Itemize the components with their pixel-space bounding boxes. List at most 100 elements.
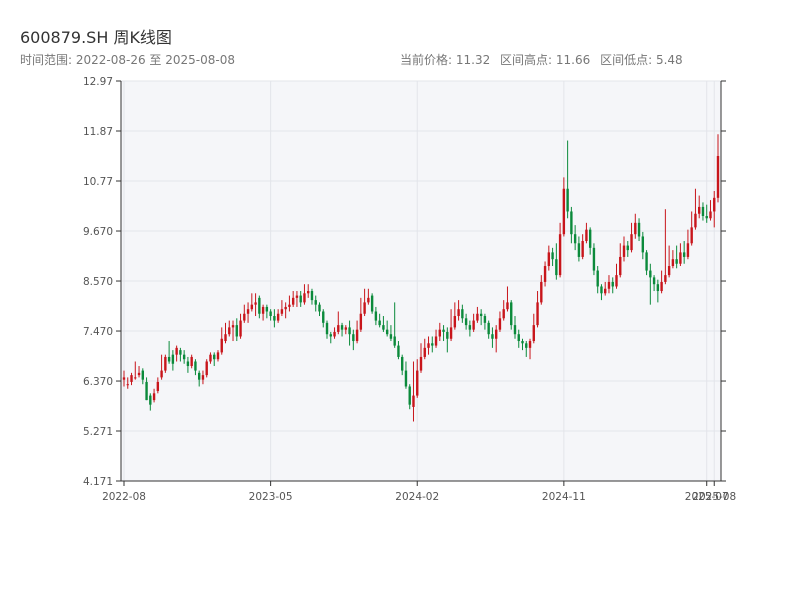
candle-body <box>337 325 340 332</box>
candle-body <box>213 354 216 360</box>
range-high: 区间高点: 11.66 <box>500 53 591 67</box>
candle-body <box>547 252 551 267</box>
candle-body <box>532 325 535 342</box>
candle-body <box>186 361 190 367</box>
candle-body <box>573 234 577 244</box>
candle-body <box>145 381 148 401</box>
candle-body <box>231 325 235 328</box>
candle-body <box>664 275 667 282</box>
candle-body <box>318 304 321 312</box>
candle-body <box>295 295 299 298</box>
candle-body <box>607 281 611 289</box>
candle-body <box>250 304 254 310</box>
candle-body <box>265 306 269 312</box>
candle-body <box>307 291 310 294</box>
candle-body <box>701 206 705 217</box>
candle-body <box>682 252 686 257</box>
candle-body <box>348 327 351 335</box>
candle-body <box>164 356 167 371</box>
candle-body <box>506 302 509 310</box>
candle-body <box>577 243 581 257</box>
candle-body <box>228 327 231 335</box>
y-tick-label: 5.271 <box>83 426 113 438</box>
candle-body <box>352 334 355 342</box>
candle-body <box>592 247 596 271</box>
candle-body <box>570 211 573 235</box>
candle-body <box>622 245 626 257</box>
candle-body <box>273 316 276 321</box>
candle-body <box>626 245 629 251</box>
candle-body <box>367 297 370 303</box>
candle-body <box>194 361 197 371</box>
x-tick-label: 2024-11 <box>542 491 586 503</box>
candle-body <box>498 318 502 330</box>
candle-body <box>363 302 366 314</box>
candle-body <box>476 313 479 321</box>
candle-body <box>382 325 385 330</box>
candle-body <box>224 334 227 342</box>
candle-body <box>149 395 152 405</box>
candle-body <box>513 325 517 335</box>
candle-body <box>126 384 129 386</box>
candle-body <box>404 370 408 387</box>
candle-body <box>359 313 363 330</box>
y-tick-label: 6.370 <box>83 376 113 388</box>
y-tick-label: 12.97 <box>83 76 113 88</box>
candle-body <box>160 370 163 378</box>
candle-body <box>645 252 648 271</box>
candle-body <box>209 354 212 362</box>
candle-body <box>190 356 193 367</box>
candle-body <box>389 334 393 339</box>
candle-body <box>694 213 697 228</box>
candle-body <box>167 356 171 362</box>
candle-body <box>483 316 487 323</box>
candle-body <box>528 341 532 348</box>
candle-body <box>615 275 618 287</box>
candle-body <box>182 354 186 360</box>
candle-body <box>408 386 411 405</box>
candle-body <box>141 370 144 380</box>
y-tick-label: 7.470 <box>83 326 113 338</box>
x-tick-label: 2024-02 <box>395 491 439 503</box>
candle-body <box>634 222 637 235</box>
candle-body <box>468 325 472 330</box>
candle-body <box>698 206 701 214</box>
candle-body <box>156 381 160 392</box>
candle-body <box>540 281 543 303</box>
y-tick-label: 11.87 <box>83 126 113 138</box>
candle-body <box>630 234 633 251</box>
candle-body <box>431 343 434 346</box>
candle-body <box>269 311 272 317</box>
candle-body <box>284 306 287 310</box>
candle-body <box>600 286 603 294</box>
candle-body <box>491 334 494 339</box>
candle-body <box>667 266 671 276</box>
candle-body <box>656 284 660 292</box>
candle-body <box>543 266 547 282</box>
candle-body <box>705 216 708 219</box>
candle-body <box>276 313 280 321</box>
candle-body <box>641 236 645 253</box>
candle-body <box>671 259 675 267</box>
candle-body <box>322 311 325 323</box>
candle-body <box>457 309 460 317</box>
candle-body <box>464 318 468 326</box>
candle-body <box>427 343 430 348</box>
range-low: 区间低点: 5.48 <box>600 53 683 67</box>
candle-body <box>235 325 238 337</box>
candle-body <box>449 327 453 339</box>
candle-body <box>510 302 513 326</box>
candle-body <box>412 395 415 407</box>
candle-body <box>487 322 490 335</box>
y-tick-label: 4.171 <box>83 476 113 488</box>
candle-body <box>423 347 426 357</box>
candle-body <box>416 370 419 396</box>
candle-body <box>434 336 438 346</box>
candle-body <box>385 329 389 335</box>
candle-body <box>566 188 569 212</box>
candle-body <box>171 354 175 364</box>
candle-body <box>604 288 607 294</box>
candle-body <box>137 372 141 376</box>
candle-body <box>122 377 126 380</box>
